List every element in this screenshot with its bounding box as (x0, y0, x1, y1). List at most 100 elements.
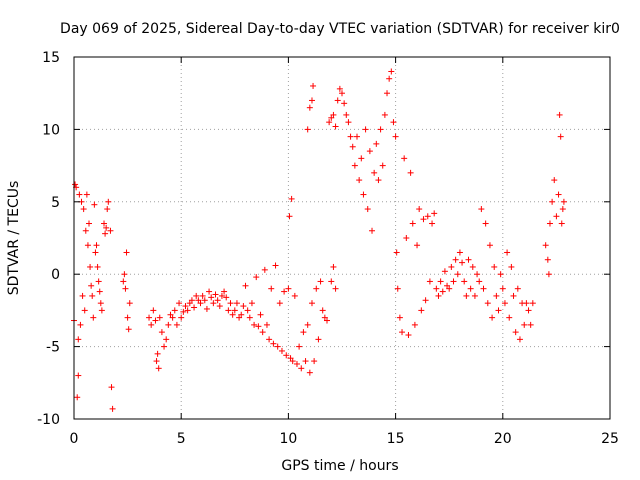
data-point (288, 195, 295, 202)
data-point (542, 242, 549, 249)
data-point (313, 285, 320, 292)
x-tick-label: 20 (494, 431, 512, 447)
data-point (319, 307, 326, 314)
chart-title: Day 069 of 2025, Sidereal Day-to-day VTE… (60, 21, 620, 37)
data-point (197, 300, 204, 307)
data-point (86, 220, 93, 227)
data-point (431, 210, 438, 217)
data-point (354, 133, 361, 140)
data-point (248, 300, 255, 307)
data-point (103, 224, 110, 231)
data-points (71, 68, 567, 412)
data-point (501, 300, 508, 307)
data-point (163, 336, 170, 343)
data-point (201, 297, 208, 304)
data-point (274, 343, 281, 350)
data-point (91, 201, 98, 208)
data-point (102, 230, 109, 237)
data-point (278, 347, 285, 354)
data-point (336, 85, 343, 92)
data-point (82, 227, 89, 234)
data-point (298, 365, 305, 372)
x-tick-label: 25 (601, 431, 619, 447)
data-point (330, 263, 337, 270)
data-point (77, 321, 84, 328)
data-point (80, 206, 87, 213)
data-point (437, 278, 444, 285)
data-point (527, 321, 534, 328)
data-point (341, 100, 348, 107)
data-point (469, 263, 476, 270)
data-point (182, 303, 189, 310)
data-point (369, 227, 376, 234)
data-point (206, 288, 213, 295)
data-point (422, 297, 429, 304)
data-point (448, 263, 455, 270)
x-tick-label: 10 (279, 431, 297, 447)
data-point (156, 314, 163, 321)
data-point (375, 177, 382, 184)
data-point (218, 292, 225, 299)
data-point (529, 300, 536, 307)
data-point (270, 340, 277, 347)
data-point (467, 285, 474, 292)
data-point (482, 220, 489, 227)
data-point (491, 263, 498, 270)
data-point (386, 75, 393, 82)
data-point (403, 235, 410, 241)
data-point (401, 155, 408, 162)
data-point (173, 321, 180, 328)
data-point (296, 343, 303, 350)
data-point (244, 307, 251, 314)
data-point (293, 360, 300, 367)
data-point (176, 300, 183, 307)
y-axis-label: SDTVAR / TECUs (6, 181, 22, 296)
data-point (499, 285, 506, 292)
data-point (553, 213, 560, 220)
data-point (426, 278, 433, 285)
data-point (169, 314, 176, 321)
data-point (349, 143, 356, 150)
data-point (306, 369, 313, 376)
data-point (94, 263, 101, 270)
data-point (281, 288, 288, 295)
data-point (242, 282, 249, 289)
data-point (308, 97, 315, 104)
data-point (393, 249, 400, 256)
data-point (347, 133, 354, 140)
data-point (75, 372, 82, 379)
data-point (105, 198, 112, 205)
data-point (446, 285, 453, 292)
data-point (558, 220, 565, 227)
data-point (158, 329, 165, 336)
data-point (486, 242, 493, 249)
data-point (225, 307, 232, 314)
data-point (308, 300, 315, 307)
data-point (153, 358, 160, 365)
data-point (362, 126, 369, 133)
data-point (506, 314, 513, 321)
data-point (306, 104, 313, 111)
data-point (433, 285, 440, 292)
data-point (510, 292, 517, 299)
data-point (191, 304, 198, 311)
data-point (289, 358, 296, 365)
data-point (208, 294, 215, 301)
data-point (512, 329, 519, 336)
data-point (317, 278, 324, 285)
data-point (108, 384, 115, 391)
data-point (311, 358, 318, 365)
data-point (87, 263, 94, 270)
data-point (559, 206, 566, 213)
data-point (214, 297, 221, 304)
y-tick-label: 0 (51, 267, 60, 283)
data-point (233, 300, 240, 307)
data-point (193, 292, 200, 299)
data-point (366, 148, 373, 155)
data-point (480, 285, 487, 292)
data-point (323, 317, 330, 324)
data-point (497, 271, 504, 278)
data-point (120, 278, 127, 285)
data-point (478, 206, 485, 213)
